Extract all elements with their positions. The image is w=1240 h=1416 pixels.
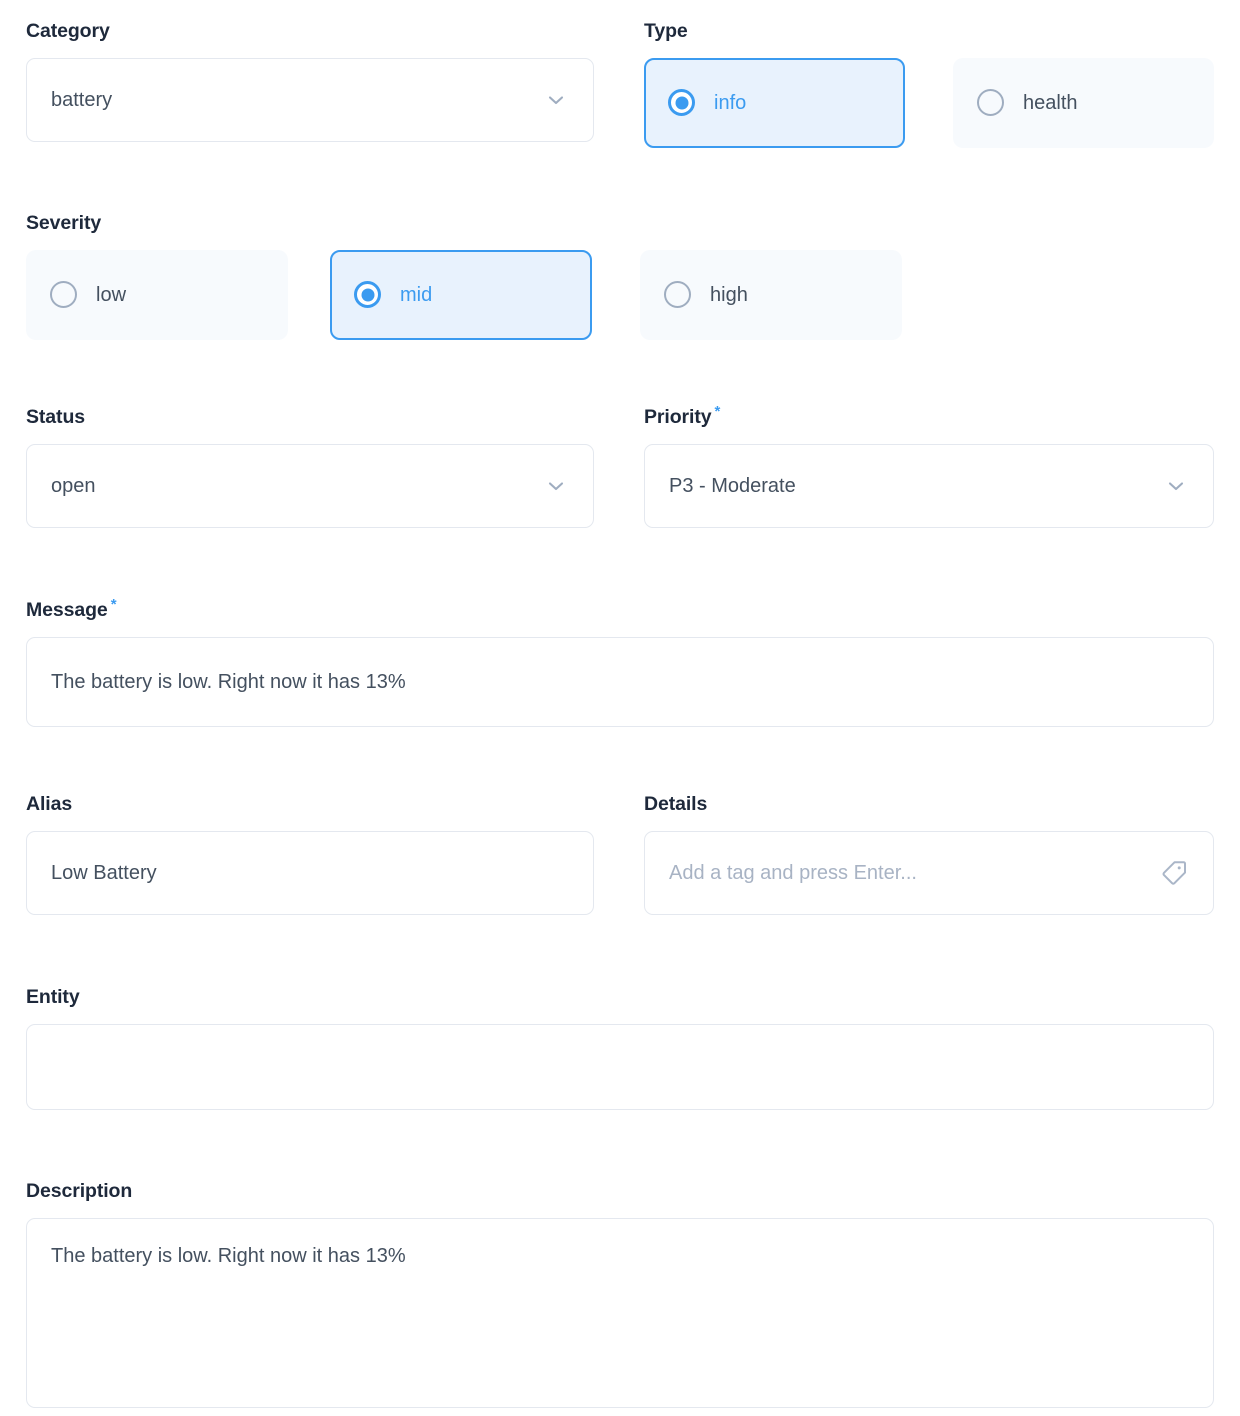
details-placeholder: Add a tag and press Enter... [669, 861, 917, 884]
status-value: open [51, 474, 96, 497]
alias-input[interactable]: Low Battery [26, 830, 594, 915]
field-message: Message * The battery is low. Right now i… [26, 597, 1214, 727]
field-category: Category battery [26, 20, 594, 142]
description-value: The battery is low. Right now it has 13% [51, 1244, 406, 1267]
priority-value: P3 - Moderate [669, 474, 796, 497]
severity-radio-group: low mid high [26, 249, 1214, 340]
message-input[interactable]: The battery is low. Right now it has 13% [26, 636, 1214, 727]
entity-label: Entity [26, 986, 80, 1008]
radio-selected-icon[interactable] [354, 281, 381, 308]
radio-selected-icon[interactable] [668, 89, 695, 116]
status-select[interactable]: open [26, 443, 594, 528]
message-value: The battery is low. Right now it has 13% [51, 670, 406, 693]
field-description: Description The battery is low. Right no… [26, 1180, 1214, 1408]
severity-option-mid-label: mid [400, 283, 433, 306]
tag-icon[interactable] [1159, 858, 1189, 888]
severity-option-low[interactable]: low [26, 249, 288, 340]
category-label: Category [26, 20, 110, 42]
chevron-down-icon[interactable] [545, 475, 567, 497]
required-asterisk: * [714, 402, 721, 420]
priority-label: Priority * [644, 404, 1214, 428]
required-asterisk: * [110, 595, 117, 613]
type-label: Type [644, 20, 688, 42]
field-details: Details Add a tag and press Enter... [644, 793, 1214, 915]
chevron-down-icon[interactable] [545, 89, 567, 111]
alias-value: Low Battery [51, 861, 157, 884]
details-label: Details [644, 793, 708, 815]
details-tag-input[interactable]: Add a tag and press Enter... [644, 830, 1214, 915]
status-label: Status [26, 406, 85, 428]
severity-label: Severity [26, 212, 102, 234]
message-label: Message * [26, 597, 1214, 621]
category-value: battery [51, 88, 113, 111]
chevron-down-icon[interactable] [1165, 475, 1187, 497]
severity-option-high[interactable]: high [640, 249, 902, 340]
type-option-health[interactable]: health [953, 57, 1214, 148]
message-label-text: Message [26, 599, 108, 621]
type-option-info-label: info [714, 91, 747, 114]
field-priority: Priority * P3 - Moderate [644, 404, 1214, 528]
field-entity: Entity [26, 986, 1214, 1110]
alias-label: Alias [26, 793, 73, 815]
severity-option-high-label: high [710, 283, 748, 306]
entity-input[interactable] [26, 1023, 1214, 1110]
radio-unselected-icon[interactable] [977, 89, 1004, 116]
type-radio-group: info health [644, 57, 1214, 148]
severity-option-mid[interactable]: mid [330, 249, 592, 340]
priority-label-text: Priority [644, 406, 712, 428]
radio-unselected-icon[interactable] [50, 281, 77, 308]
field-alias: Alias Low Battery [26, 793, 594, 915]
category-select[interactable]: battery [26, 57, 594, 142]
type-option-info[interactable]: info [644, 57, 905, 148]
field-type: Type info health [644, 20, 1214, 148]
field-severity: Severity low mid high [26, 212, 1214, 340]
description-textarea[interactable]: The battery is low. Right now it has 13% [26, 1217, 1214, 1408]
type-option-health-label: health [1023, 91, 1078, 114]
priority-select[interactable]: P3 - Moderate [644, 443, 1214, 528]
radio-unselected-icon[interactable] [664, 281, 691, 308]
field-status: Status open [26, 406, 594, 528]
severity-option-low-label: low [96, 283, 127, 306]
description-label: Description [26, 1180, 133, 1202]
